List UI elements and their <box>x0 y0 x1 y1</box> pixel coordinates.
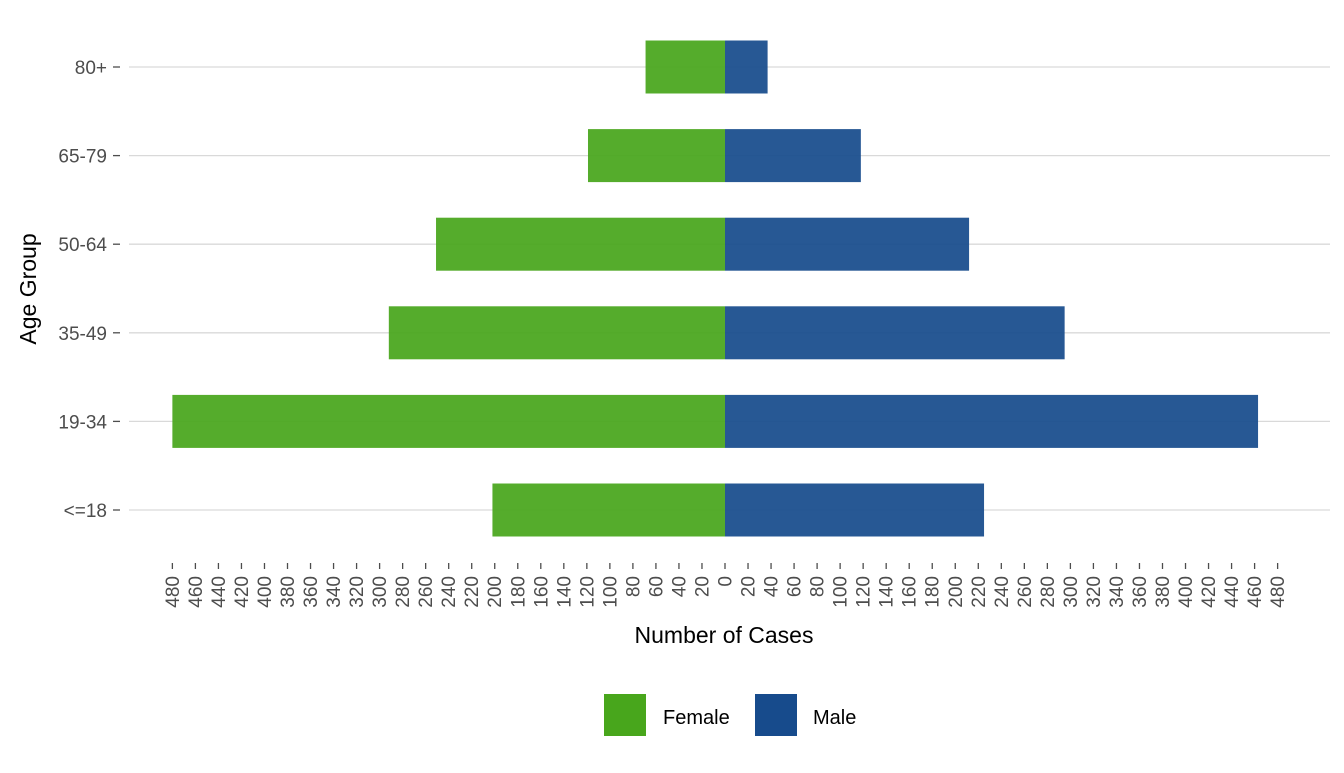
x-tick-label: 240 <box>992 576 1013 608</box>
x-tick-label: 160 <box>900 576 921 608</box>
x-tick-label: 420 <box>232 576 253 608</box>
x-tick-label: 120 <box>854 576 875 608</box>
x-tick-label: 140 <box>554 576 575 608</box>
bar-male <box>725 40 768 94</box>
x-tick-label: 60 <box>785 576 806 597</box>
x-tick-label: 160 <box>531 576 552 608</box>
x-tick-label: 480 <box>1268 576 1289 608</box>
x-tick-label: 200 <box>946 576 967 608</box>
x-tick-label: 300 <box>370 576 391 608</box>
bar-female <box>172 394 726 448</box>
y-tick-label: 80+ <box>75 58 107 79</box>
x-tick-label: 360 <box>1130 576 1151 608</box>
x-tick-label: 480 <box>163 576 184 608</box>
bar-male <box>725 217 970 271</box>
x-tick-label: 40 <box>669 576 690 597</box>
x-tick-label: 20 <box>739 576 760 597</box>
x-tick-label: 100 <box>600 576 621 608</box>
x-tick-label: 260 <box>416 576 437 608</box>
legend-female-swatch <box>604 694 646 736</box>
x-tick-label: 0 <box>716 576 737 587</box>
bar-male <box>725 483 985 537</box>
x-tick-label: 380 <box>1153 576 1174 608</box>
x-tick-label: 460 <box>186 576 207 608</box>
legend-male-label: Male <box>813 707 856 729</box>
x-tick-label: 440 <box>1222 576 1243 608</box>
bar-male <box>725 129 861 183</box>
x-tick-label: 320 <box>347 576 368 608</box>
x-tick-label: 200 <box>485 576 506 608</box>
legend-male-swatch <box>755 694 797 736</box>
x-tick-label: 140 <box>877 576 898 608</box>
legend-female-label: Female <box>663 707 730 729</box>
bars <box>172 40 1259 537</box>
x-tick-label: 380 <box>278 576 299 608</box>
x-tick-label: 180 <box>923 576 944 608</box>
y-tick-label: 65-79 <box>58 147 107 168</box>
x-tick-label: 60 <box>646 576 667 597</box>
x-tick-label: 40 <box>762 576 783 597</box>
y-tick-label: <=18 <box>64 501 107 522</box>
y-tick-label: 35-49 <box>58 324 107 345</box>
legend: Female Male <box>604 694 856 736</box>
x-tick-label: 360 <box>301 576 322 608</box>
x-tick-label: 400 <box>255 576 276 608</box>
x-tick-label: 220 <box>969 576 990 608</box>
x-tick-label: 80 <box>623 576 644 597</box>
x-tick-label: 340 <box>1107 576 1128 608</box>
x-axis-title: Number of Cases <box>635 622 814 648</box>
y-tick-label: 19-34 <box>58 412 107 433</box>
bar-female <box>436 217 725 271</box>
bar-male <box>725 394 1259 448</box>
y-tick-label: 50-64 <box>58 235 107 256</box>
x-tick-label: 460 <box>1245 576 1266 608</box>
x-tick-label: 240 <box>439 576 460 608</box>
x-axis: 480 460 440 420 400 380 360 340 320 300 280 260 240 2… <box>163 563 1289 608</box>
x-tick-label: 260 <box>1015 576 1036 608</box>
bar-female <box>645 40 725 94</box>
x-tick-label: 120 <box>577 576 598 608</box>
x-tick-label: 420 <box>1199 576 1220 608</box>
x-tick-label: 220 <box>462 576 483 608</box>
y-axis-title: Age Group <box>15 233 41 344</box>
y-axis: <=18 19-34 35-49 50-64 65-79 80+ <box>58 58 120 522</box>
bar-male <box>725 306 1065 360</box>
x-tick-label: 440 <box>209 576 230 608</box>
x-tick-label: 280 <box>393 576 414 608</box>
x-tick-label: 100 <box>831 576 852 608</box>
x-tick-label: 180 <box>508 576 529 608</box>
x-tick-label: 340 <box>324 576 345 608</box>
x-tick-label: 300 <box>1061 576 1082 608</box>
bar-female <box>587 129 725 183</box>
bar-female <box>492 483 725 537</box>
x-tick-label: 80 <box>808 576 829 597</box>
x-tick-label: 20 <box>692 576 713 597</box>
x-tick-label: 280 <box>1038 576 1059 608</box>
bar-female <box>388 306 725 360</box>
x-tick-label: 400 <box>1176 576 1197 608</box>
x-tick-label: 320 <box>1084 576 1105 608</box>
